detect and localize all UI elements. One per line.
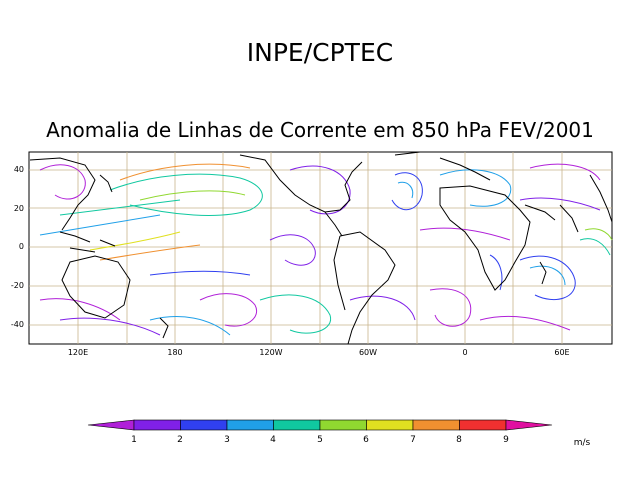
colorbar-label: 3: [224, 435, 230, 445]
colorbar-swatch: [412, 419, 460, 431]
page-title: INPE/CPTEC: [246, 38, 394, 67]
longitude-labels: 120E 180 120W 60W 0 60E: [68, 348, 570, 357]
lon-label: 120E: [68, 348, 88, 357]
colorbar-unit: m/s: [574, 438, 591, 448]
colorbar-swatch: [459, 419, 507, 431]
lon-label: 180: [167, 348, 182, 357]
colorbar-label: 8: [456, 435, 462, 445]
colorbar-arrow-right: [505, 419, 553, 431]
colorbar-labels: 1 2 3 4 5 6 7 8 9 m/s: [131, 435, 590, 448]
colorbar-swatch: [180, 419, 228, 431]
coastlines: [29, 151, 613, 345]
colorbar: [87, 419, 553, 431]
lon-label: 60W: [359, 348, 377, 357]
colorbar-label: 2: [177, 435, 183, 445]
lat-label: 40: [14, 165, 24, 174]
lat-label: -20: [11, 281, 24, 290]
lat-label: -40: [11, 320, 24, 329]
colorbar-arrow-left: [87, 419, 135, 431]
colorbar-label: 4: [270, 435, 276, 445]
lon-label: 60E: [554, 348, 569, 357]
colorbar-swatch: [366, 419, 414, 431]
colorbar-swatch: [273, 419, 321, 431]
lat-label: 0: [19, 242, 24, 251]
lat-label: 20: [14, 204, 24, 213]
colorbar-label: 6: [363, 435, 369, 445]
colorbar-label: 1: [131, 435, 137, 445]
lon-label: 0: [462, 348, 467, 357]
lon-label: 120W: [259, 348, 282, 357]
streamlines: [39, 163, 613, 336]
map-subtitle: Anomalia de Linhas de Corrente em 850 hP…: [46, 118, 594, 142]
colorbar-swatch: [319, 419, 367, 431]
colorbar-swatch: [133, 419, 181, 431]
colorbar-label: 5: [317, 435, 323, 445]
colorbar-label: 9: [503, 435, 509, 445]
colorbar-swatch: [226, 419, 274, 431]
latitude-labels: 40 20 0 -20 -40: [11, 165, 24, 329]
colorbar-label: 7: [410, 435, 416, 445]
graticule: [29, 152, 612, 344]
map-panel: 40 20 0 -20 -40 120E 180 120W 60W 0 60E: [11, 151, 613, 357]
